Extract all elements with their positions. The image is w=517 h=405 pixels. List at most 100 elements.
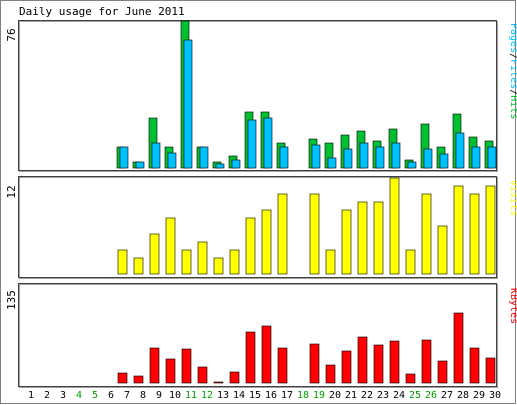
bar-hits-files-pages-files-day-23 [375,146,385,169]
bar-hits-files-pages-files-day-26 [423,148,433,169]
day-label-2: 2 [44,390,50,401]
bar-hits-files-pages-files-day-14 [231,159,241,169]
day-label-4: 4 [76,390,82,401]
day-label-9: 9 [156,390,162,401]
day-label-10: 10 [169,390,181,401]
legend-separator: / [508,89,517,95]
bar-visits-visits-day-19 [309,193,320,275]
day-label-15: 15 [249,390,261,401]
panel-frame-hits-files-pages [18,20,497,171]
bar-visits-visits-day-14 [229,249,240,275]
panel-frame-visits [18,176,497,278]
ymax-label-visits: 12 [5,185,18,198]
bar-kbytes-kbytes-day-14 [229,371,240,384]
bar-visits-visits-day-7 [117,249,128,275]
day-label-19: 19 [313,390,325,401]
legend-item-hits: Hits [508,95,517,119]
bar-kbytes-kbytes-day-13 [213,381,224,384]
day-label-6: 6 [108,390,114,401]
ymax-label-hits-files-pages: 76 [5,28,18,41]
bar-kbytes-kbytes-day-29 [469,347,480,384]
bar-hits-files-pages-files-day-19 [311,144,321,169]
day-label-25: 25 [409,390,421,401]
day-label-16: 16 [265,390,277,401]
bar-visits-visits-day-15 [245,217,256,275]
bar-kbytes-kbytes-day-9 [149,347,160,384]
day-label-22: 22 [361,390,373,401]
day-label-27: 27 [441,390,453,401]
bar-hits-files-pages-files-day-11 [183,39,193,169]
bar-visits-visits-day-27 [437,225,448,275]
bar-visits-visits-day-23 [373,201,384,275]
bar-kbytes-kbytes-day-7 [117,372,128,384]
legend-item-files: Files [508,59,517,89]
bar-visits-visits-day-28 [453,185,464,275]
day-label-23: 23 [377,390,389,401]
bar-visits-visits-day-21 [341,209,352,275]
axis-labels: 76Pages/Files/Hits12Visits135KBytes12345… [5,23,517,401]
bar-kbytes-kbytes-day-16 [261,325,272,384]
panel-frame-hits-files-pages-shadow [19,21,498,172]
bar-kbytes-kbytes-day-22 [357,336,368,384]
bar-hits-files-pages-files-day-7 [119,146,129,169]
bar-hits-files-pages-files-day-12 [199,146,209,169]
day-label-3: 3 [60,390,66,401]
bar-hits-files-pages-files-day-28 [455,132,465,169]
bar-kbytes-kbytes-day-26 [421,339,432,384]
bar-kbytes-kbytes-day-23 [373,344,384,384]
legend-item-visits: Visits [508,180,517,216]
legend-item-pages: Pages [508,23,517,53]
day-label-17: 17 [281,390,293,401]
chart-title: Daily usage for June 2011 [19,5,185,18]
bar-kbytes-kbytes-day-15 [245,331,256,384]
panel-frame-kbytes [18,283,497,387]
bar-visits-visits-day-11 [181,249,192,275]
bar-visits-visits-day-10 [165,217,176,275]
bar-hits-files-pages-files-day-29 [471,146,481,169]
bar-hits-files-pages-files-day-10 [167,152,177,169]
bar-kbytes-kbytes-day-10 [165,358,176,384]
legend-visits: Visits [508,180,517,216]
bar-visits-visits-day-30 [485,185,496,275]
bar-visits-visits-day-16 [261,209,272,275]
bar-kbytes-kbytes-day-19 [309,343,320,384]
bar-hits-files-pages-files-day-24 [391,142,401,169]
bar-visits-visits-day-8 [133,257,144,275]
bar-visits-visits-day-22 [357,201,368,275]
bar-kbytes-kbytes-day-25 [405,373,416,384]
bar-visits-visits-day-17 [277,193,288,275]
ymax-label-kbytes: 135 [5,290,18,310]
bar-kbytes-kbytes-day-27 [437,360,448,384]
bar-kbytes-kbytes-day-12 [197,366,208,384]
bar-hits-files-pages-files-day-13 [215,163,225,169]
bar-hits-files-pages-files-day-8 [135,161,145,169]
bar-visits-visits-day-25 [405,249,416,275]
day-label-12: 12 [201,390,213,401]
legend-separator: / [508,53,517,59]
bar-hits-files-pages-files-day-30 [487,146,497,169]
bar-visits-visits-day-24 [389,177,400,275]
day-label-18: 18 [297,390,309,401]
bar-visits-visits-day-20 [325,249,336,275]
bar-visits-visits-day-12 [197,241,208,275]
legend-hits-files-pages: Pages/Files/Hits [508,23,517,119]
day-label-26: 26 [425,390,437,401]
day-label-28: 28 [457,390,469,401]
bar-kbytes-kbytes-day-28 [453,312,464,384]
bar-hits-files-pages-files-day-22 [359,142,369,169]
day-label-5: 5 [92,390,98,401]
bar-kbytes-kbytes-day-24 [389,340,400,384]
panel-frame-kbytes-shadow [19,284,498,388]
bar-visits-visits-day-13 [213,257,224,275]
day-label-29: 29 [473,390,485,401]
bar-hits-files-pages-files-day-21 [343,148,353,169]
bar-hits-files-pages-files-day-27 [439,153,449,169]
bar-visits-visits-day-29 [469,193,480,275]
bar-visits-visits-day-9 [149,233,160,275]
bar-hits-files-pages-files-day-16 [263,117,273,169]
legend-item-kbytes: KBytes [508,288,517,324]
bar-kbytes-kbytes-day-30 [485,357,496,384]
